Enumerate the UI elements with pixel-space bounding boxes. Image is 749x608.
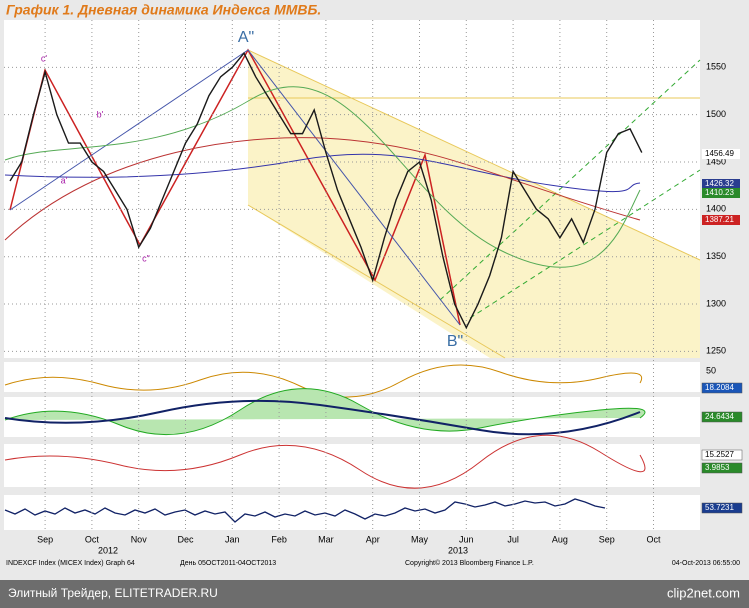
indicator-value: 53.7231: [705, 503, 734, 512]
x-tick-label: Jul: [507, 534, 519, 544]
y-tick-label: 1400: [706, 204, 726, 214]
indicator-line: [4, 434, 646, 489]
indicator-box: [701, 411, 743, 423]
x-tick-label: Apr: [366, 534, 380, 544]
y-tick-label: 1350: [706, 251, 726, 261]
last-value-box: [702, 188, 740, 198]
x-tick-label: Sep: [37, 534, 53, 544]
info-text: 04-Oct-2013 06:55:00: [672, 560, 740, 567]
ma: [4, 153, 641, 193]
title: График 1. Дневная динамика Индекса ММВБ.: [6, 2, 321, 18]
info-text: INDEXCF Index (MICEX Index) Graph 64: [6, 560, 135, 567]
indicator-value: 18.2084: [705, 383, 734, 392]
indicator-box: [701, 462, 743, 474]
annotation: b': [97, 109, 104, 119]
channel-line: [247, 49, 701, 261]
info-text: День 05OCT2011-04OCT2013: [180, 560, 276, 567]
year-label: 2012: [98, 545, 118, 555]
x-tick-label: Dec: [177, 534, 194, 544]
last-value: 1410.23: [705, 188, 734, 197]
indicator-box: [701, 449, 743, 461]
last-value-box: [702, 179, 740, 189]
x-tick-label: Jan: [225, 534, 240, 544]
x-tick-label: Feb: [271, 534, 287, 544]
channel-line: [247, 204, 506, 359]
x-tick-label: Nov: [131, 534, 148, 544]
indicator-box: [701, 382, 743, 394]
ma: [4, 86, 641, 268]
x-tick-label: Sep: [599, 534, 615, 544]
x-tick-label: May: [411, 534, 429, 544]
indicator-value: 3.9853: [705, 463, 730, 472]
ma: [4, 137, 641, 241]
indicator-value: 24.6434: [705, 412, 734, 421]
price-line: [9, 51, 643, 330]
x-tick-label: Oct: [85, 534, 100, 544]
channel: [248, 50, 700, 358]
indicator-area: [4, 388, 646, 436]
last-value: 1426.32: [705, 179, 734, 188]
footer-left: Элитный Трейдер, ELITETRADER.RU: [8, 586, 218, 600]
last-value: 1456.49: [705, 149, 734, 158]
y-tick-label: 1250: [706, 346, 726, 356]
x-tick-label: Jun: [459, 534, 474, 544]
panel-tick: 50: [706, 365, 716, 375]
y-tick-label: 1300: [706, 298, 726, 308]
annotation: a': [61, 175, 68, 185]
annotation: B": [447, 333, 463, 350]
indicator-line: [4, 498, 606, 523]
annotation: c": [142, 253, 150, 263]
last-value-box: [702, 215, 740, 225]
trend-dash: [439, 59, 701, 301]
indicator-box: [701, 502, 743, 514]
x-tick-label: Mar: [318, 534, 334, 544]
annotation: c': [41, 53, 48, 63]
x-tick-label: Oct: [646, 534, 661, 544]
last-value-box: [702, 149, 740, 159]
y-tick-label: 1500: [706, 109, 726, 119]
trend-dash: [469, 169, 701, 319]
annotation: A": [238, 29, 254, 46]
last-value: 1387.21: [705, 215, 734, 224]
footer-right: clip2net.com: [667, 585, 740, 600]
info-text: Copyright© 2013 Bloomberg Finance L.P.: [405, 559, 534, 567]
indicator-line: [4, 399, 641, 436]
year-label: 2013: [448, 545, 468, 555]
indicator-value: 15.2527: [705, 450, 734, 459]
footer-bar: [0, 580, 749, 608]
y-tick-label: 1550: [706, 62, 726, 72]
y-tick-label: 1450: [706, 156, 726, 166]
panel: [4, 362, 700, 392]
x-tick-label: Aug: [552, 534, 568, 544]
